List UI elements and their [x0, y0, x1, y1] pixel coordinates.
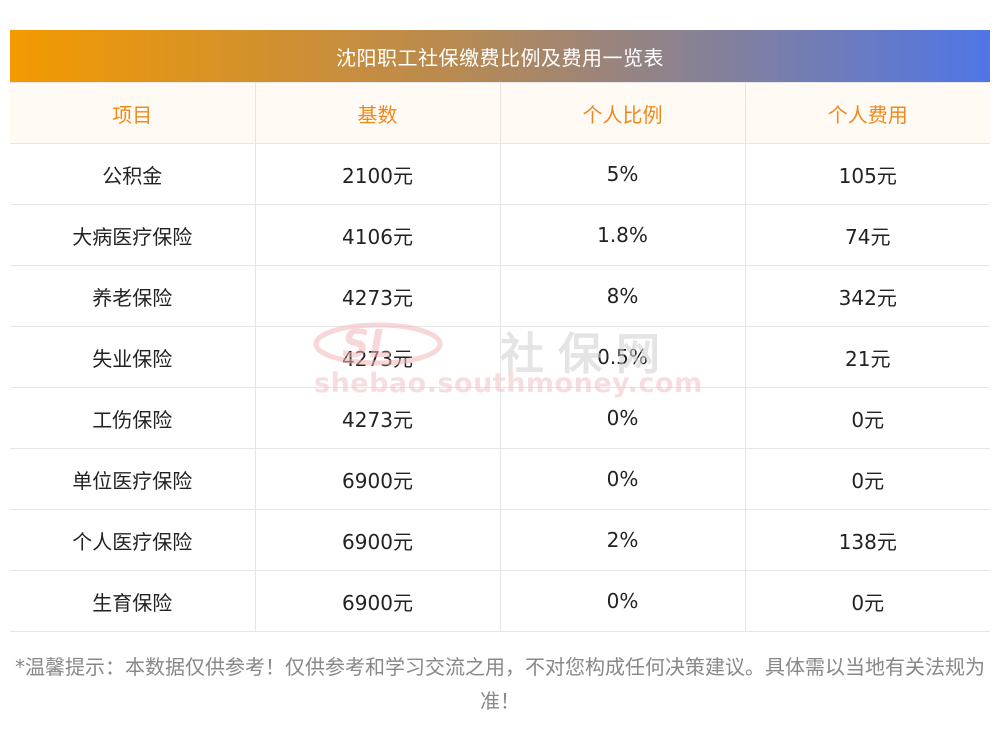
cell-base: 6900元 [254, 448, 501, 510]
cell-rate: 0.5% [499, 326, 746, 388]
table-title-bar: 沈阳职工社保缴费比例及费用一览表 [10, 30, 990, 82]
cell-item: 单位医疗保险 [10, 448, 256, 510]
header-personal-cost: 个人费用 [744, 82, 990, 144]
disclaimer-note: *温馨提示：本数据仅供参考！仅供参考和学习交流之用，不对您构成任何决策建议。具体… [15, 655, 985, 713]
table-body: 公积金 2100元 5% 105元 大病医疗保险 4106元 1.8% 74元 … [10, 143, 990, 632]
cell-base: 4106元 [254, 204, 501, 266]
cell-cost: 21元 [744, 326, 990, 388]
cell-cost: 74元 [744, 204, 990, 266]
table-row: 失业保险 4273元 0.5% 21元 [10, 326, 990, 388]
cell-cost: 105元 [744, 143, 990, 205]
contribution-table: 项目 基数 个人比例 个人费用 公积金 2100元 5% 105元 大病医疗保险… [10, 82, 990, 632]
cell-item: 大病医疗保险 [10, 204, 256, 266]
table-row: 公积金 2100元 5% 105元 [10, 143, 990, 205]
cell-base: 4273元 [254, 265, 501, 327]
header-item: 项目 [10, 82, 256, 144]
cell-rate: 2% [499, 509, 746, 571]
cell-cost: 0元 [744, 448, 990, 510]
cell-item: 失业保险 [10, 326, 256, 388]
cell-rate: 8% [499, 265, 746, 327]
cell-item: 个人医疗保险 [10, 509, 256, 571]
cell-cost: 138元 [744, 509, 990, 571]
header-personal-rate: 个人比例 [499, 82, 746, 144]
table-row: 养老保险 4273元 8% 342元 [10, 265, 990, 327]
table-title: 沈阳职工社保缴费比例及费用一览表 [336, 45, 664, 70]
cell-rate: 0% [499, 570, 746, 632]
table-row: 个人医疗保险 6900元 2% 138元 [10, 509, 990, 571]
table-row: 单位医疗保险 6900元 0% 0元 [10, 448, 990, 510]
cell-rate: 5% [499, 143, 746, 205]
table-row: 工伤保险 4273元 0% 0元 [10, 387, 990, 449]
table-row: 生育保险 6900元 0% 0元 [10, 570, 990, 632]
cell-item: 生育保险 [10, 570, 256, 632]
cell-cost: 342元 [744, 265, 990, 327]
header-base: 基数 [254, 82, 501, 144]
cell-item: 公积金 [10, 143, 256, 205]
cell-rate: 0% [499, 387, 746, 449]
cell-base: 4273元 [254, 326, 501, 388]
table-header: 项目 基数 个人比例 个人费用 [10, 82, 990, 144]
cell-rate: 1.8% [499, 204, 746, 266]
cell-cost: 0元 [744, 387, 990, 449]
cell-item: 养老保险 [10, 265, 256, 327]
cell-item: 工伤保险 [10, 387, 256, 449]
cell-base: 2100元 [254, 143, 501, 205]
cell-base: 6900元 [254, 509, 501, 571]
table-row: 大病医疗保险 4106元 1.8% 74元 [10, 204, 990, 266]
cell-cost: 0元 [744, 570, 990, 632]
cell-rate: 0% [499, 448, 746, 510]
cell-base: 6900元 [254, 570, 501, 632]
header-row: 项目 基数 个人比例 个人费用 [10, 82, 990, 144]
cell-base: 4273元 [254, 387, 501, 449]
